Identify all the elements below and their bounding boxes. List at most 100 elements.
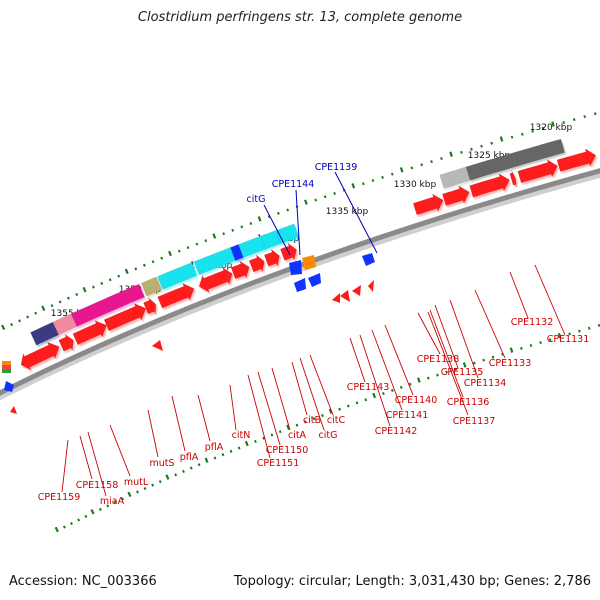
- scale-label: 1335 kbp: [326, 207, 369, 217]
- leader-line: [449, 299, 479, 379]
- scale-tick: [58, 300, 62, 304]
- map-title: Clostridium perfringens str. 13, complet…: [137, 10, 463, 25]
- leader-line: [509, 271, 529, 319]
- scale-tick: [165, 474, 170, 480]
- leader-line: [384, 324, 414, 396]
- scale-tick: [70, 521, 73, 526]
- forward-gene-arrow: [230, 260, 250, 280]
- leader-line: [147, 409, 159, 458]
- scale-label: 1330 kbp: [394, 180, 437, 190]
- scale-tick: [142, 263, 146, 267]
- gene-label: citC: [327, 415, 346, 426]
- scale-tick: [399, 385, 403, 389]
- scale-tick: [77, 518, 81, 522]
- scale-tick: [499, 136, 504, 142]
- gene-label: CPE1137: [453, 416, 496, 427]
- gene-label: CPE1138: [417, 354, 460, 365]
- scale-tick: [90, 509, 95, 515]
- scale-tick: [286, 424, 291, 430]
- leader-line: [197, 394, 211, 442]
- scale-tick: [399, 167, 404, 173]
- scale-tick: [410, 166, 414, 170]
- scale-tick: [270, 433, 274, 437]
- forward-gene-arrow: [72, 320, 107, 346]
- highlight-gene-label: CPE1139: [315, 162, 358, 173]
- scale-tick: [278, 430, 282, 434]
- scale-tick: [501, 352, 504, 356]
- scale-tick: [143, 486, 147, 491]
- scale-tick: [323, 195, 327, 199]
- scale-tick: [568, 332, 571, 336]
- red-gene-marker: [10, 406, 17, 414]
- scale-tick: [420, 163, 424, 167]
- scale-tick: [548, 338, 552, 342]
- forward-gene-arrow: [33, 341, 60, 364]
- gene-features: [2, 138, 597, 414]
- scale-tick: [472, 361, 476, 365]
- scale-tick: [426, 376, 430, 380]
- scale-tick: [98, 507, 102, 511]
- scale-tick: [321, 414, 324, 418]
- scale-tick: [244, 440, 249, 447]
- scale-tick: [371, 179, 375, 183]
- scale-tick: [351, 183, 356, 189]
- highlight-gene-label: citG: [247, 194, 266, 205]
- scale-tick: [151, 483, 155, 487]
- scale-tick: [510, 135, 514, 139]
- gene-label: CPE1136: [447, 397, 490, 408]
- scale-tick: [491, 355, 495, 359]
- scale-tick: [531, 129, 534, 133]
- leader-line: [61, 439, 69, 493]
- scale-tick: [54, 526, 59, 533]
- gene-label: CPE1135: [441, 367, 484, 378]
- leader-line: [417, 312, 441, 355]
- cog-marker-green: [2, 369, 11, 373]
- red-gene-marker: [352, 285, 361, 296]
- scale-tick: [417, 377, 421, 383]
- blue-gene-marker: [294, 278, 306, 292]
- scale-tick: [314, 198, 318, 202]
- gene-label: CPE1150: [266, 445, 309, 456]
- gene-label: mutL: [124, 477, 149, 488]
- scale-tick: [449, 151, 453, 157]
- gene-label: mutS: [149, 458, 174, 469]
- scale-tick: [267, 215, 271, 219]
- cog-category-block: [70, 283, 145, 327]
- scale-tick: [286, 208, 290, 212]
- scale-tick: [482, 358, 485, 362]
- scale-tick: [262, 436, 266, 440]
- leader-line: [299, 357, 325, 431]
- scale-tick: [195, 242, 199, 246]
- scale-tick: [62, 525, 66, 529]
- forward-gene-arrow: [556, 148, 597, 172]
- scale-tick: [229, 449, 233, 453]
- leader-line: [534, 264, 566, 336]
- leader-line: [474, 289, 506, 359]
- gene-label: CPE1140: [395, 395, 438, 406]
- forward-gene-arrow: [469, 173, 510, 198]
- scale-tick: [18, 319, 22, 323]
- forward-gene-arrow: [213, 267, 233, 286]
- scale-tick: [231, 228, 235, 232]
- scale-tick: [583, 115, 586, 119]
- scale-tick: [304, 420, 307, 424]
- gene-label: pflA: [180, 452, 199, 463]
- scale-tick: [121, 497, 124, 501]
- scale-tick: [117, 274, 121, 278]
- leader-line: [371, 329, 403, 411]
- gene-label: CPE1134: [464, 378, 507, 389]
- scale-tick: [541, 126, 545, 130]
- scale-tick: [240, 225, 244, 229]
- leader-line: [434, 304, 459, 369]
- scale-tick: [436, 373, 439, 377]
- scale-tick: [408, 382, 412, 386]
- scale-tick: [430, 160, 433, 164]
- scale-tick: [177, 249, 181, 253]
- scale-tick: [237, 446, 241, 450]
- scale-tick: [572, 118, 576, 121]
- gene-label: CPE1142: [375, 426, 418, 437]
- leader-line: [109, 424, 131, 477]
- scale-tick: [529, 343, 533, 347]
- scale-label: 1320 kbp: [530, 123, 573, 133]
